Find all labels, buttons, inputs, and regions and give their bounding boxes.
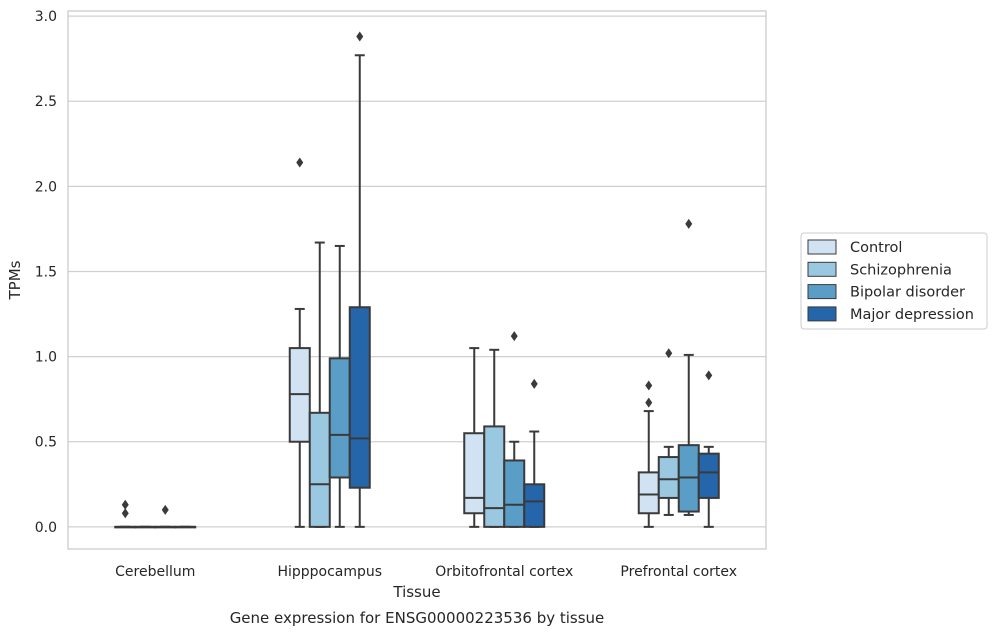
x-tick-label: Cerebellum — [115, 564, 195, 580]
outlier-point — [665, 348, 673, 359]
outlier-point — [356, 31, 364, 42]
iqr-box — [348, 306, 371, 489]
y-axis-label: TPMs — [6, 260, 24, 300]
iqr-box — [483, 425, 506, 528]
box-bipolar-disorder — [154, 504, 177, 529]
box-control — [288, 157, 311, 528]
y-axis-ticks: 0.0 0.5 1.0 1.5 2.0 2.5 3.0 — [35, 9, 57, 536]
box-major-depression — [348, 31, 371, 528]
x-axis-ticks: Cerebellum Hipppocampus Orbitofrontal cort… — [115, 564, 737, 580]
iqr-box — [308, 411, 331, 528]
box-control — [463, 347, 486, 528]
y-tick-label: 0.5 — [35, 435, 57, 451]
legend-frame — [800, 232, 988, 330]
iqr-box — [328, 357, 351, 479]
box-bipolar-disorder — [677, 218, 700, 516]
x-tick-label: Hipppocampus — [277, 564, 382, 580]
outlier-point — [685, 218, 693, 229]
outlier-point — [645, 397, 653, 408]
legend: Control Schizophrenia Bipolar disorder Majo… — [800, 232, 988, 330]
legend-label: Bipolar disorder — [850, 285, 965, 301]
box-major-depression — [174, 525, 197, 529]
legend-label: Schizophrenia — [850, 262, 952, 278]
box-bipolar-disorder — [328, 244, 351, 528]
legend-swatch — [807, 284, 837, 300]
box-schizophrenia — [134, 525, 157, 529]
y-tick-label: 3.0 — [35, 9, 57, 25]
outlier-point — [161, 504, 169, 515]
box-major-depression — [697, 370, 720, 528]
legend-swatch — [807, 261, 837, 277]
iqr-box — [503, 459, 526, 528]
outlier-point — [645, 380, 653, 391]
legend-label: Control — [850, 240, 902, 256]
box-schizophrenia — [483, 348, 506, 528]
box-control — [114, 499, 137, 529]
outlier-point — [121, 499, 129, 510]
outlier-point — [296, 157, 304, 168]
x-tick-label: Orbitofrontal cortex — [435, 564, 573, 580]
y-tick-label: 0.0 — [35, 520, 57, 536]
y-tick-label: 1.5 — [35, 264, 57, 280]
outlier-point — [530, 378, 538, 389]
x-tick-label: Prefrontal cortex — [620, 564, 737, 580]
grid-lines — [68, 15, 766, 528]
iqr-box — [657, 456, 680, 499]
chart-caption: Gene expression for ENSG00000223536 by t… — [230, 609, 605, 627]
iqr-box — [637, 471, 660, 515]
box-schizophrenia — [657, 348, 680, 516]
box-control — [637, 380, 660, 528]
box-schizophrenia — [308, 241, 331, 528]
box-major-depression — [523, 378, 546, 528]
y-tick-label: 2.5 — [35, 94, 57, 110]
y-tick-label: 2.0 — [35, 179, 57, 195]
legend-swatch — [807, 239, 837, 255]
legend-label: Major depression — [850, 307, 974, 323]
y-tick-label: 1.0 — [35, 350, 57, 366]
legend-swatch — [807, 306, 837, 322]
boxes — [114, 31, 720, 529]
box-bipolar-disorder — [503, 331, 526, 528]
outlier-point — [121, 508, 129, 519]
outlier-point — [510, 331, 518, 342]
x-axis-label: Tissue — [392, 583, 440, 601]
iqr-box — [463, 432, 486, 515]
outlier-point — [705, 370, 713, 381]
plot-frame — [67, 10, 767, 550]
iqr-box — [523, 483, 546, 528]
iqr-box — [697, 452, 720, 499]
